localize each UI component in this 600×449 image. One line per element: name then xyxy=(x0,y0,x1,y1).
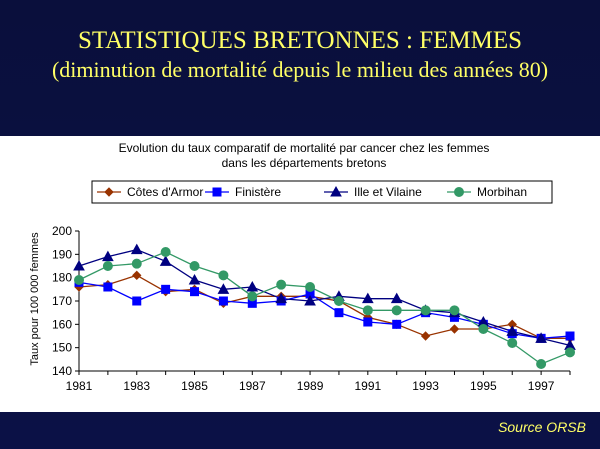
legend-marker xyxy=(212,187,222,197)
data-point xyxy=(218,270,229,281)
x-tick-label: 1981 xyxy=(66,379,93,393)
data-point xyxy=(535,332,547,343)
data-point xyxy=(275,292,288,304)
y-tick-label: 170 xyxy=(52,294,72,308)
data-point xyxy=(189,261,200,271)
data-point xyxy=(420,305,431,316)
y-tick-label: 150 xyxy=(52,341,72,355)
series-line xyxy=(78,248,571,346)
series-line xyxy=(78,281,571,339)
data-point xyxy=(160,247,171,257)
data-point xyxy=(390,292,403,304)
data-point xyxy=(478,324,489,334)
data-point xyxy=(246,280,259,292)
x-tick-label: 1995 xyxy=(470,379,497,393)
legend-label: Finistère xyxy=(235,185,281,199)
plot-area xyxy=(73,243,576,369)
data-point xyxy=(73,259,85,271)
legend-label: Ille et Vilaine xyxy=(354,185,422,199)
data-point xyxy=(103,282,113,292)
data-point xyxy=(102,250,114,262)
data-point xyxy=(333,296,344,306)
chart-legend: Côtes d'Armor Finistère Ille et Vilaine Mor… xyxy=(91,180,553,204)
series-line xyxy=(78,251,571,365)
data-point xyxy=(74,275,84,285)
data-point xyxy=(305,282,316,292)
y-tick-label: 200 xyxy=(52,224,72,238)
x-tick-label: 1991 xyxy=(354,379,381,393)
legend-label: Côtes d'Armor xyxy=(127,185,203,199)
legend-label: Morbihan xyxy=(477,185,527,199)
data-point xyxy=(536,359,547,369)
data-point xyxy=(132,270,142,281)
line-chart: Evolution du taux comparatif de mortalit… xyxy=(29,141,576,393)
y-axis-label: Taux pour 100 000 femmes xyxy=(29,232,41,366)
chart-title-line1: Evolution du taux comparatif de mortalit… xyxy=(119,141,490,155)
chart-title-line2: dans les départements bretons xyxy=(222,156,387,170)
legend-box xyxy=(91,180,553,204)
x-tick-label: 1987 xyxy=(239,379,266,393)
data-point xyxy=(304,294,316,306)
chart-axes: 140 150 160 170 180 190 200 1981 1983 1985 1987 198… xyxy=(52,224,571,393)
x-tick-label: 1993 xyxy=(412,379,439,393)
data-point xyxy=(276,279,287,290)
x-tick-label: 1997 xyxy=(528,379,555,393)
data-point xyxy=(161,284,171,294)
y-tick-label: 180 xyxy=(52,271,72,285)
data-point xyxy=(159,255,172,266)
data-point xyxy=(565,347,575,358)
legend-marker xyxy=(454,187,464,197)
data-point xyxy=(188,273,201,285)
data-point xyxy=(362,305,373,316)
data-point xyxy=(218,296,228,306)
data-point xyxy=(392,319,402,329)
source-label: Source ORSB xyxy=(498,419,586,435)
data-point xyxy=(506,325,519,336)
data-point xyxy=(217,283,230,294)
y-tick-label: 140 xyxy=(52,364,72,378)
slide-subtitle: (diminution de mortalité depuis le milie… xyxy=(51,57,549,82)
data-point xyxy=(102,261,113,271)
data-point xyxy=(190,287,200,297)
chart-panel: Evolution du taux comparatif de mortalit… xyxy=(0,136,600,412)
data-point xyxy=(449,324,460,334)
slide-title: STATISTIQUES BRETONNES : FEMMES xyxy=(77,27,523,54)
data-point xyxy=(361,292,374,304)
data-point xyxy=(363,317,373,327)
x-tick-label: 1985 xyxy=(181,379,208,393)
legend-marker xyxy=(330,185,342,197)
y-tick-label: 160 xyxy=(52,317,72,331)
data-point xyxy=(565,331,575,341)
data-point xyxy=(247,291,258,302)
data-point xyxy=(420,331,431,341)
data-point xyxy=(334,308,344,318)
data-point xyxy=(132,296,142,306)
data-point xyxy=(130,243,143,255)
y-tick-label: 190 xyxy=(52,247,72,261)
x-tick-label: 1983 xyxy=(123,379,150,393)
data-point xyxy=(131,258,142,269)
data-point xyxy=(391,305,402,316)
data-point xyxy=(507,338,518,348)
legend-marker xyxy=(104,187,114,197)
x-tick-label: 1989 xyxy=(297,379,324,393)
data-point xyxy=(449,305,460,316)
